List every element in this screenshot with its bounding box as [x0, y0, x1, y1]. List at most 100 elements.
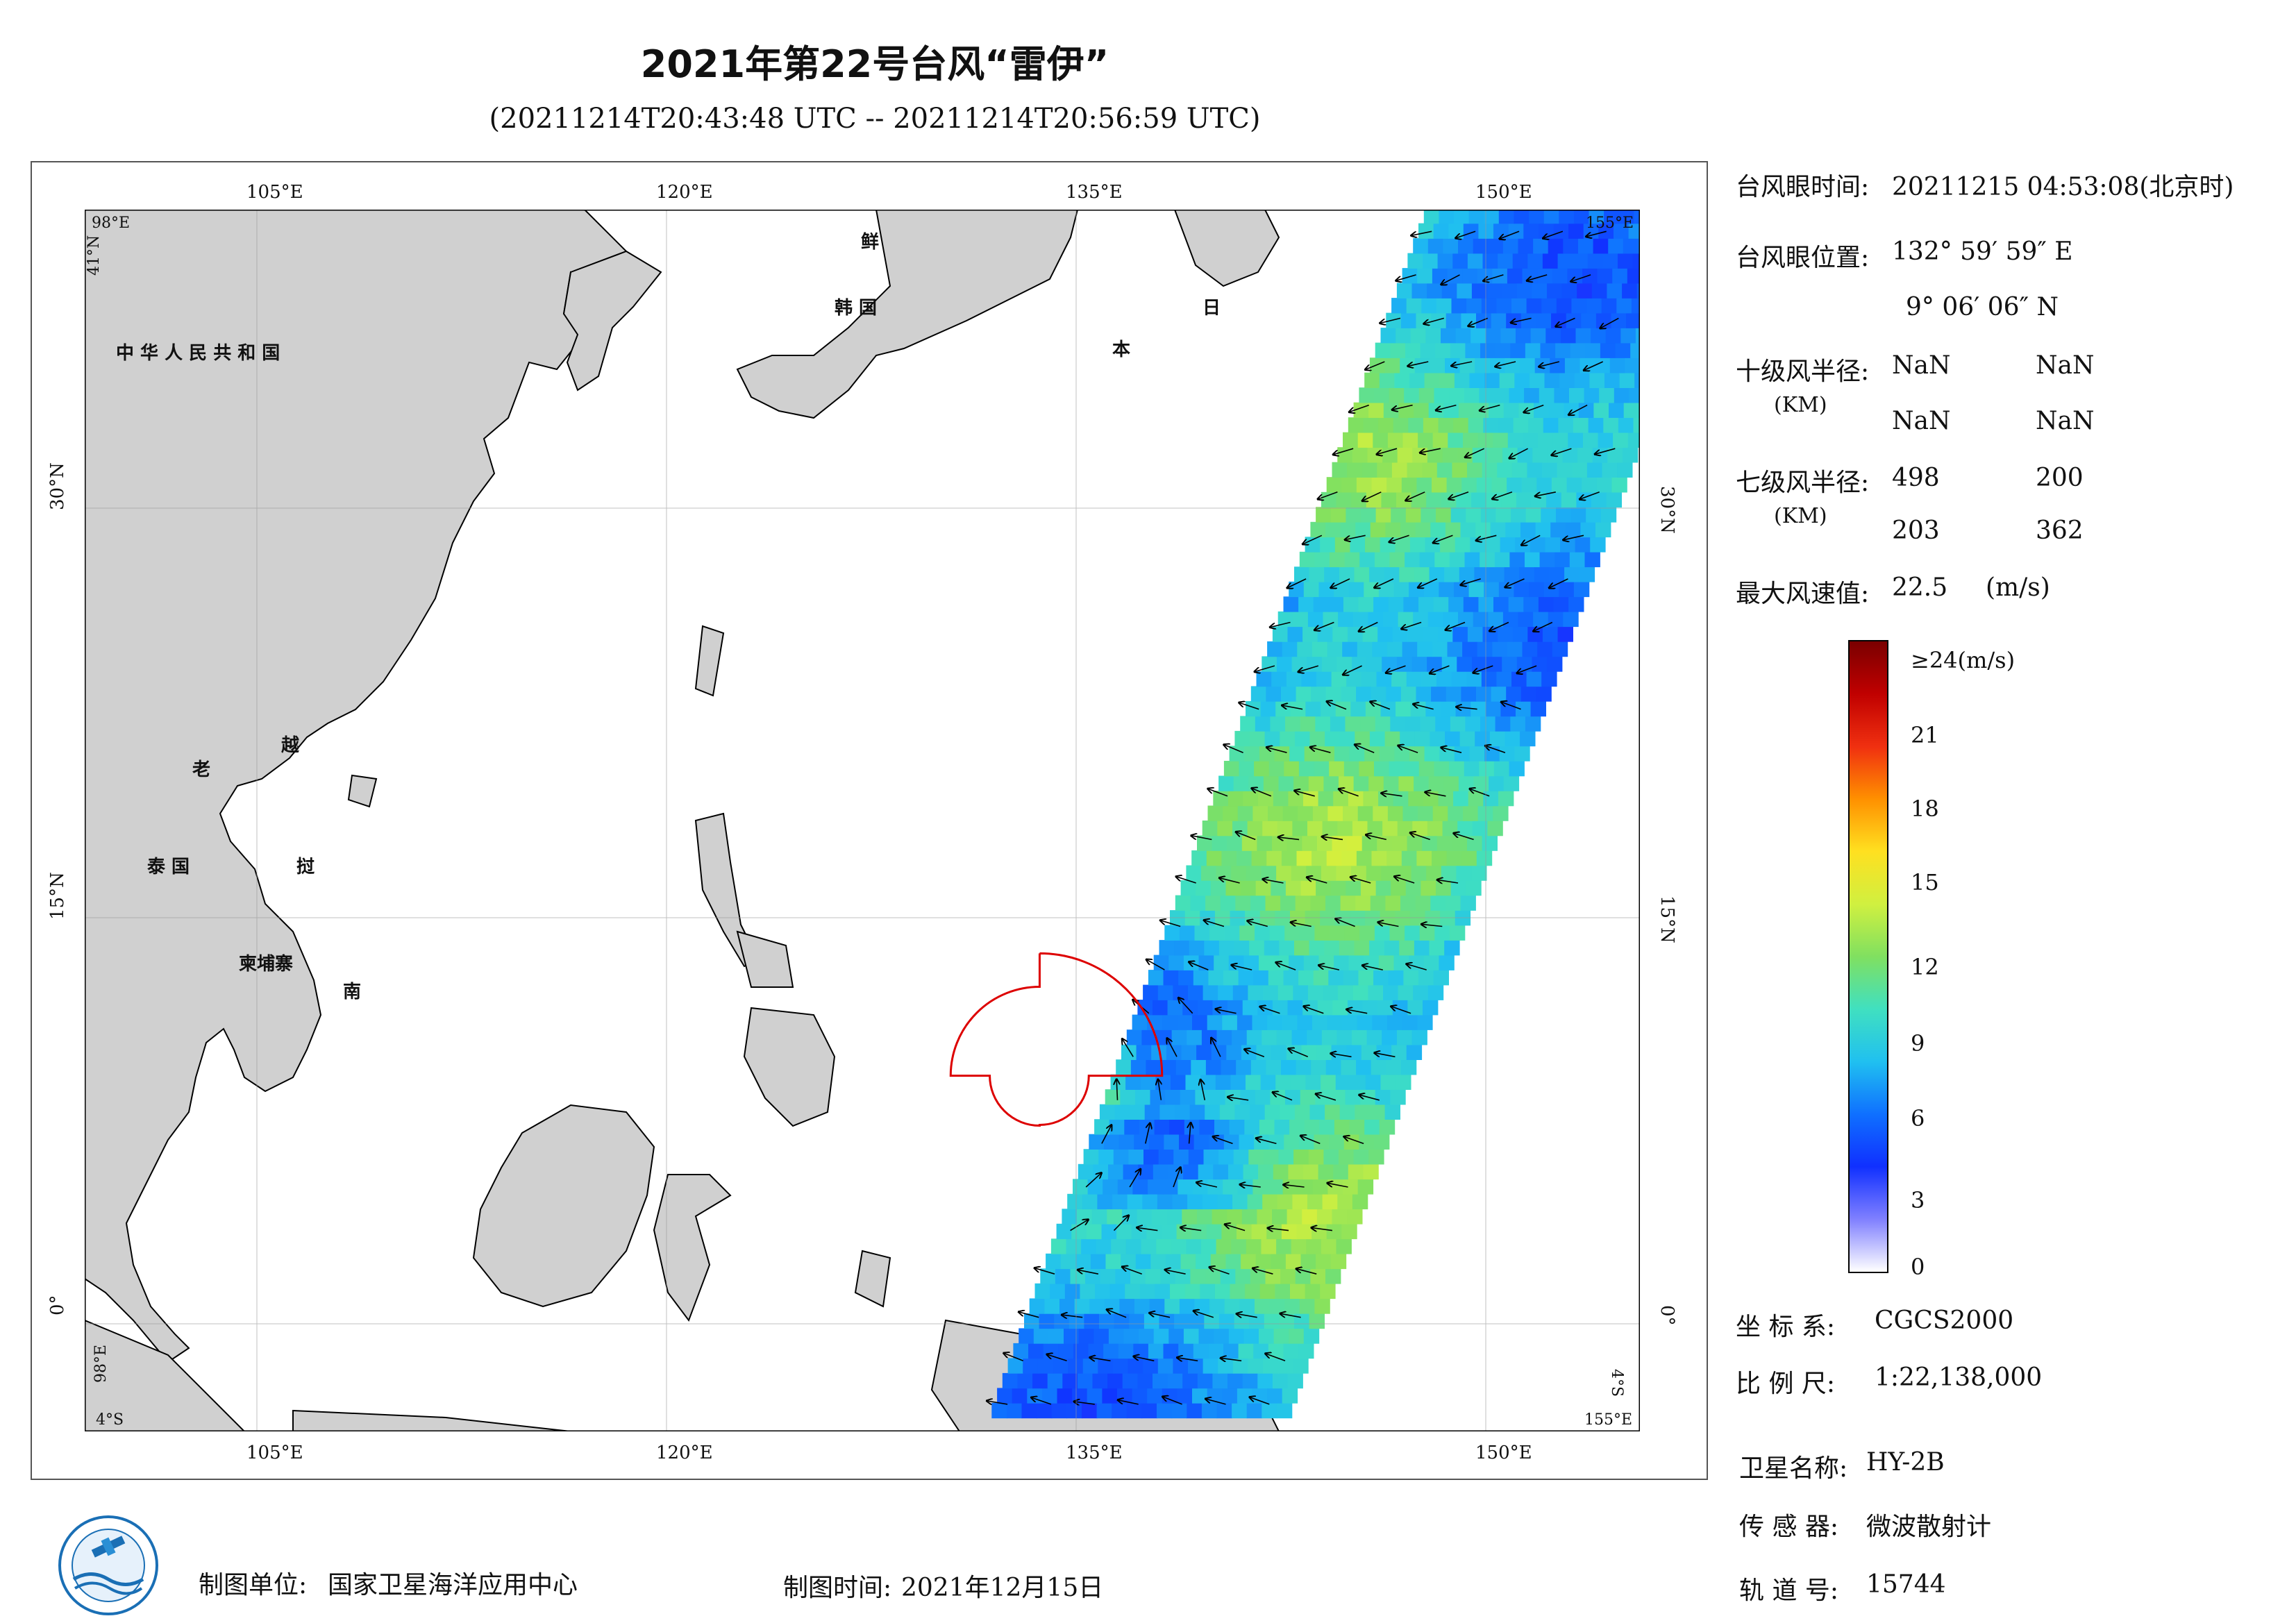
wind-cell [1266, 1059, 1282, 1075]
wind-cell [1243, 955, 1259, 970]
wind-cell [1258, 791, 1274, 807]
wind-cell [1586, 298, 1602, 314]
wind-cell [1373, 805, 1389, 821]
wind-arrow [1490, 621, 1509, 632]
label-china: 中 华 人 民 共 和 国 [116, 342, 280, 364]
wind-arrow [1032, 1397, 1052, 1405]
wind-cell [1263, 984, 1279, 1000]
wind-cell [1411, 1029, 1427, 1045]
wind-cell [1297, 641, 1313, 657]
wind-cell [1414, 402, 1430, 418]
wind-cell [1343, 1179, 1359, 1195]
wind-cell [1116, 1223, 1132, 1240]
wind-cell [1357, 641, 1373, 657]
wind-cell [1634, 210, 1640, 224]
wind-arrow [1150, 1313, 1171, 1318]
wind-cell [1418, 432, 1434, 448]
wind-cell [1019, 1328, 1034, 1344]
wind-cell [1434, 387, 1450, 403]
wind-cell [1516, 700, 1532, 717]
top-lon-tick-120: 120°E [656, 182, 713, 203]
wind-cell [1168, 1328, 1184, 1344]
wind-cell [1113, 1149, 1130, 1165]
wind-cell [1355, 521, 1371, 538]
sensor-value: 微波散射计 [1866, 1513, 1992, 1541]
wind-cell [1259, 955, 1275, 970]
wind-cell [1530, 537, 1546, 553]
wind-cell [1554, 387, 1570, 403]
wind-cell [1500, 537, 1516, 553]
wind-cell [1419, 925, 1436, 941]
wind-cell [1380, 1074, 1396, 1090]
wind-cell [1239, 1298, 1255, 1314]
wind-field-map: 中 华 人 民 共 和 国 鲜 韩 国 日 本 老 越 泰 国 挝 柬埔寨 南 … [85, 210, 1640, 1431]
wind-cell [1408, 417, 1424, 433]
wind-cell [1415, 895, 1432, 911]
wind-cell [1369, 1104, 1386, 1120]
wind-cell [1445, 521, 1461, 538]
wind-cell [1508, 223, 1525, 239]
wind-cell [1427, 984, 1444, 1000]
wind-cell [1539, 551, 1555, 568]
wind-cell [1416, 477, 1432, 493]
wind-cell [1330, 1253, 1347, 1270]
wind-cell [1153, 1000, 1168, 1016]
wind-cell [1369, 730, 1386, 747]
wind-cell [1421, 507, 1436, 523]
wind-cell [1275, 1283, 1291, 1300]
wind-cell [1238, 970, 1254, 986]
wind-cell [1290, 1283, 1306, 1300]
wind-cell [1255, 880, 1272, 896]
wind-cell [1379, 372, 1396, 388]
wind-cell [1559, 581, 1575, 598]
wind-cell [1102, 1388, 1118, 1404]
wind-arrow [1295, 791, 1315, 797]
wind-cell [1293, 775, 1309, 791]
wind-cell [1321, 1074, 1336, 1090]
wind-radius-7 [949, 952, 1164, 1127]
wind-arrow [1228, 1097, 1249, 1100]
wind-cell [1139, 1119, 1155, 1135]
wind-cell [1433, 970, 1449, 986]
wind-cell [1391, 1044, 1407, 1060]
wind-cell [1503, 402, 1520, 418]
wind-cell [1489, 358, 1506, 373]
wind-cell [1285, 1253, 1302, 1270]
wind-cell [1546, 491, 1562, 508]
wind-cell [1626, 312, 1640, 328]
wind-cell [1392, 626, 1409, 642]
wind-cell [1259, 746, 1275, 762]
wind-cell [1481, 671, 1498, 687]
wind-cell [1339, 940, 1355, 956]
land-layer [85, 210, 1280, 1431]
wind-arrow [1176, 877, 1196, 884]
wind-arrow [987, 1401, 1008, 1404]
corner-bottom-right-lon: 155°E [1584, 1411, 1632, 1429]
wind-cell [1497, 462, 1513, 478]
wind-cell [1578, 238, 1594, 254]
wind-cell [1534, 402, 1550, 418]
wind-cell [1174, 940, 1190, 956]
wind-cell [1587, 253, 1604, 269]
wind-cell [1180, 880, 1196, 896]
wind-cell [1310, 895, 1326, 911]
wind-cell [1472, 821, 1489, 836]
wind-cell [1299, 1298, 1316, 1314]
wind-cell [1284, 925, 1300, 941]
wind-cell [1398, 611, 1414, 628]
wind-cell [1591, 283, 1608, 298]
wind-cell [1204, 940, 1220, 956]
wind-arrow [1255, 665, 1275, 672]
wind-cell [1225, 1253, 1241, 1270]
wind-cell [1550, 521, 1566, 538]
wind-cell [1311, 1059, 1327, 1075]
wind-cell [1589, 372, 1605, 388]
wind-cell [1268, 805, 1284, 821]
wind-cell [1400, 521, 1416, 538]
wind-cell [1611, 312, 1627, 328]
wind-cell [1501, 491, 1517, 508]
wind-cell [997, 1388, 1013, 1404]
wind-cell [1381, 491, 1397, 508]
wind-cell [1232, 1029, 1248, 1045]
wind-cell [1463, 432, 1479, 448]
